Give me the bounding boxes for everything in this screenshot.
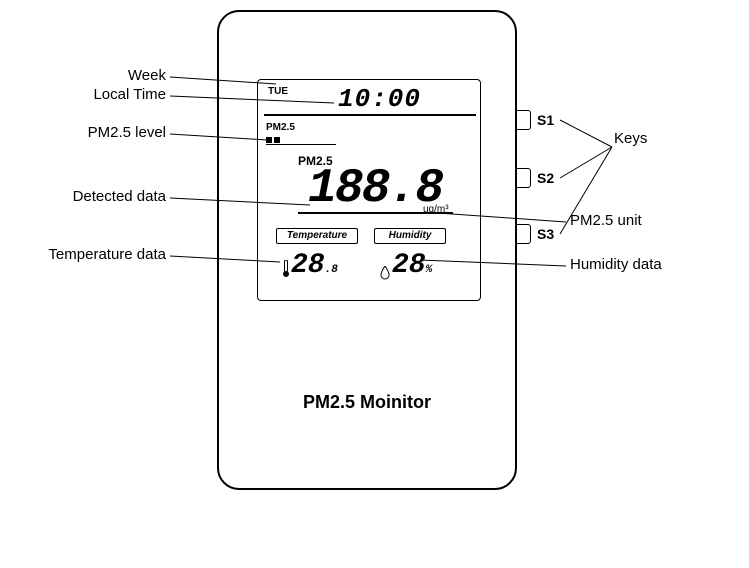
callout-label: PM2.5 unit bbox=[570, 212, 642, 229]
callout-label: Local Time bbox=[93, 86, 166, 103]
side-key-label: S1 bbox=[537, 112, 554, 128]
pm-level-bar bbox=[266, 136, 336, 145]
pm25-unit: ug/m³ bbox=[423, 204, 449, 215]
humidity-box-label: Humidity bbox=[374, 228, 446, 244]
side-key[interactable] bbox=[517, 224, 531, 244]
device-title: PM2.5 Moinitor bbox=[219, 392, 515, 413]
callout-label: Humidity data bbox=[570, 256, 662, 273]
local-time: 10:00 bbox=[338, 84, 421, 114]
temperature-box-label: Temperature bbox=[276, 228, 358, 244]
pm25-value: 188.8 bbox=[308, 162, 442, 216]
lcd-screen: TUE 10:00 PM2.5 PM2.5 188.8 ug/m³ Temper… bbox=[257, 79, 481, 301]
device-body: TUE 10:00 PM2.5 PM2.5 188.8 ug/m³ Temper… bbox=[217, 10, 517, 490]
side-key[interactable] bbox=[517, 110, 531, 130]
side-key-label: S3 bbox=[537, 226, 554, 242]
temperature-value: 28.8 bbox=[282, 250, 338, 281]
callout-label: Week bbox=[128, 67, 166, 84]
side-key[interactable] bbox=[517, 168, 531, 188]
callout-label: Detected data bbox=[73, 188, 166, 205]
time-underline bbox=[264, 114, 476, 116]
weekday: TUE bbox=[268, 86, 288, 97]
humidity-value: 28% bbox=[380, 250, 432, 281]
thermometer-icon bbox=[282, 256, 290, 274]
side-key-label: S2 bbox=[537, 170, 554, 186]
callout-label: Temperature data bbox=[48, 246, 166, 263]
pm-level-label: PM2.5 bbox=[266, 122, 295, 133]
droplet-icon bbox=[380, 258, 390, 272]
callout-label: PM2.5 level bbox=[88, 124, 166, 141]
callout-label: Keys bbox=[614, 130, 647, 147]
